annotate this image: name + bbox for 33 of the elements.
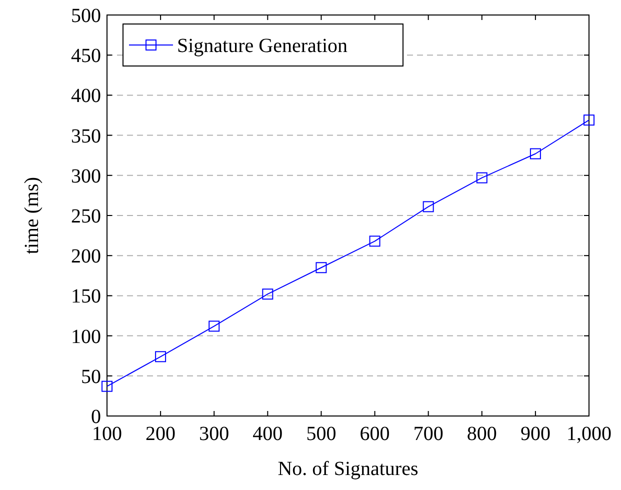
point	[208, 320, 220, 332]
x-tick-label: 300	[199, 423, 230, 445]
point	[155, 351, 166, 362]
y-tick-label: 100	[71, 326, 101, 348]
point	[584, 114, 594, 126]
y-tick-label: 0	[91, 406, 101, 428]
y-tick-label: 400	[71, 85, 101, 108]
y-tick-label: 150	[71, 286, 101, 308]
x-tick-label: 600	[360, 423, 390, 445]
y-axis-title: time (ms)	[21, 176, 43, 254]
y-tick-label: 300	[71, 165, 101, 188]
y-tick-label: 250	[71, 206, 101, 228]
x-tick-label: 800	[466, 423, 497, 445]
point	[530, 148, 541, 160]
y-tick-label: 200	[71, 246, 101, 268]
point	[422, 201, 434, 212]
y-tick-label: 450	[71, 45, 101, 68]
point	[262, 288, 274, 300]
x-tick-label: 900	[520, 423, 550, 445]
point	[476, 172, 488, 184]
x-tick-label: 200	[146, 423, 176, 445]
x-tick-label: 1,000	[566, 423, 612, 445]
y-tick-label: 350	[71, 125, 101, 148]
legend-label: Signature Generation	[177, 35, 348, 57]
x-tick-label: 400	[252, 423, 283, 445]
point	[369, 236, 380, 247]
y-tick-label: 50	[81, 366, 101, 388]
point	[316, 262, 327, 274]
x-tick-label: 700	[413, 423, 444, 445]
y-tick-label: 500	[71, 5, 101, 27]
x-axis-title: No. of Signatures	[278, 458, 418, 480]
point	[102, 380, 112, 392]
x-tick-label: 500	[306, 423, 336, 445]
